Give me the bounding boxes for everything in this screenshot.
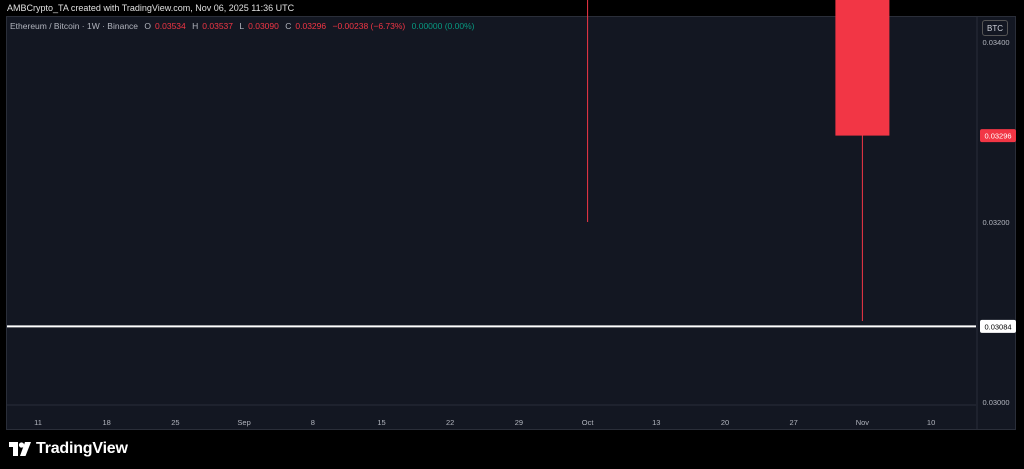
high-key: H (192, 21, 199, 31)
change-value: −0.00238 (−6.73%) (332, 21, 406, 31)
x-tick-label: 27 (790, 418, 798, 427)
x-tick-label: 22 (446, 418, 454, 427)
tradingview-logo-text: TradingView (36, 440, 128, 457)
last-price-label-text: 0.03296 (984, 132, 1011, 141)
attribution-text: AMBCrypto_TA created with TradingView.co… (7, 3, 295, 13)
x-tick-label: 20 (721, 418, 729, 427)
close-key: C (285, 21, 292, 31)
symbol-label: Ethereum / Bitcoin · 1W · Binance (10, 21, 139, 31)
tradingview-logo[interactable]: TradingView (9, 440, 128, 458)
tradingview-logo-icon (9, 442, 31, 456)
last-price-label-box (980, 129, 1016, 143)
ohlc-legend: Ethereum / Bitcoin · 1W · Binance O 0.035… (10, 21, 479, 31)
x-tick-label: Nov (856, 418, 870, 427)
x-tick-label: 8 (311, 418, 315, 427)
x-tick-label: 11 (34, 418, 42, 427)
volume-value: 0.00000 (0.00%) (411, 21, 475, 31)
line-price-label-box (980, 319, 1016, 333)
attribution-bar: AMBCrypto_TA created with TradingView.co… (0, 0, 1024, 16)
x-tick-label: 10 (927, 418, 935, 427)
high-value: 0.03537 (202, 21, 234, 31)
x-tick-label: Sep (237, 418, 250, 427)
y-tick-label: 0.03200 (982, 218, 1009, 227)
y-tick-label: 0.03000 (982, 398, 1009, 407)
x-tick-label: 18 (103, 418, 111, 427)
x-tick-label: 13 (652, 418, 660, 427)
footer-bar (0, 431, 1024, 469)
currency-button[interactable]: BTC (982, 20, 1008, 36)
candle-body (835, 0, 890, 136)
x-tick-label: 15 (377, 418, 385, 427)
open-key: O (144, 21, 152, 31)
x-tick-label: 29 (515, 418, 523, 427)
close-value: 0.03296 (295, 21, 327, 31)
x-tick-label: 25 (171, 418, 179, 427)
x-tick-label: Oct (582, 418, 595, 427)
line-price-label-text: 0.03084 (984, 322, 1011, 331)
price-chart[interactable]: 0.044000.043000.042000.041000.040000.039… (0, 0, 1024, 431)
low-key: L (239, 21, 245, 31)
y-tick-label: 0.03400 (982, 38, 1009, 47)
low-value: 0.03090 (248, 21, 279, 31)
open-value: 0.03534 (155, 21, 186, 31)
